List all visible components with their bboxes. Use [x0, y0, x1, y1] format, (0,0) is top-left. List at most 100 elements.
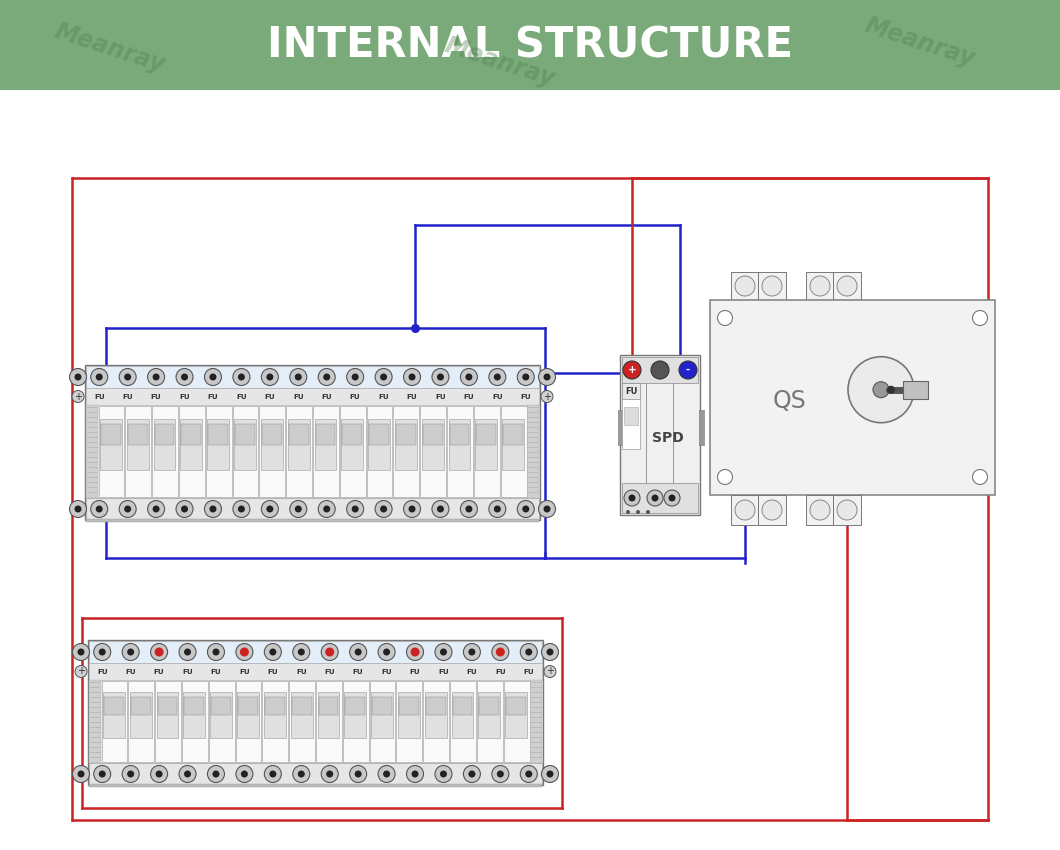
Circle shape: [179, 766, 196, 783]
Circle shape: [523, 506, 529, 513]
Bar: [618, 410, 623, 445]
Bar: [344, 693, 366, 738]
Circle shape: [70, 501, 87, 518]
Circle shape: [122, 643, 139, 660]
Text: Meanray: Meanray: [862, 13, 978, 71]
Text: Meanray: Meanray: [442, 33, 559, 91]
Circle shape: [410, 648, 420, 656]
Circle shape: [489, 501, 506, 518]
Circle shape: [350, 643, 367, 660]
Text: +: +: [628, 365, 636, 375]
Circle shape: [489, 369, 506, 386]
Bar: [125, 406, 152, 497]
Bar: [158, 697, 177, 716]
Circle shape: [124, 506, 131, 513]
Bar: [130, 697, 151, 716]
Circle shape: [153, 506, 160, 513]
Bar: [393, 406, 420, 497]
Circle shape: [269, 649, 277, 655]
Circle shape: [542, 643, 559, 660]
Bar: [710, 300, 995, 495]
Circle shape: [156, 649, 162, 655]
Circle shape: [295, 373, 302, 381]
Circle shape: [298, 770, 305, 778]
Bar: [624, 407, 638, 425]
Bar: [453, 697, 473, 716]
Circle shape: [375, 369, 392, 386]
Circle shape: [77, 649, 85, 655]
Circle shape: [241, 649, 248, 655]
Bar: [699, 410, 704, 445]
Circle shape: [547, 770, 553, 778]
Text: FU: FU: [265, 394, 276, 399]
Circle shape: [407, 766, 424, 783]
Circle shape: [623, 361, 641, 379]
Circle shape: [664, 490, 681, 506]
Text: +: +: [546, 666, 554, 677]
Circle shape: [629, 495, 636, 502]
Bar: [342, 681, 369, 762]
Circle shape: [735, 276, 755, 296]
Circle shape: [176, 369, 193, 386]
Circle shape: [440, 770, 447, 778]
Circle shape: [837, 500, 856, 520]
Bar: [396, 681, 422, 762]
Circle shape: [492, 766, 509, 783]
Circle shape: [127, 770, 135, 778]
Bar: [423, 424, 443, 445]
Circle shape: [237, 506, 245, 513]
Bar: [286, 406, 312, 497]
Circle shape: [463, 643, 480, 660]
Bar: [128, 681, 154, 762]
Circle shape: [321, 766, 338, 783]
Bar: [833, 272, 861, 302]
Text: FU: FU: [208, 394, 218, 399]
Bar: [127, 419, 148, 470]
Circle shape: [264, 643, 281, 660]
Bar: [620, 355, 700, 515]
Bar: [88, 640, 543, 785]
Circle shape: [326, 770, 333, 778]
Circle shape: [526, 770, 532, 778]
Circle shape: [181, 506, 188, 513]
Bar: [288, 424, 308, 445]
Circle shape: [837, 276, 856, 296]
Circle shape: [407, 643, 424, 660]
Text: FU: FU: [182, 668, 193, 675]
Text: FU: FU: [267, 668, 278, 675]
Circle shape: [432, 369, 449, 386]
Bar: [210, 693, 232, 738]
Bar: [477, 681, 502, 762]
Bar: [260, 406, 285, 497]
Circle shape: [411, 649, 419, 655]
Bar: [370, 681, 395, 762]
Circle shape: [72, 643, 89, 660]
Circle shape: [179, 643, 196, 660]
Circle shape: [147, 501, 164, 518]
Text: FU: FU: [492, 394, 502, 399]
Bar: [422, 419, 443, 470]
Bar: [154, 419, 176, 470]
Text: FU: FU: [350, 394, 360, 399]
Circle shape: [323, 506, 331, 513]
Bar: [318, 693, 339, 738]
Circle shape: [460, 501, 477, 518]
Bar: [426, 697, 445, 716]
Bar: [346, 697, 365, 716]
Text: FU: FU: [151, 394, 161, 399]
Text: FU: FU: [353, 668, 364, 675]
Circle shape: [437, 506, 444, 513]
Circle shape: [318, 369, 335, 386]
Circle shape: [494, 506, 500, 513]
Bar: [89, 663, 542, 680]
Circle shape: [465, 506, 473, 513]
Bar: [86, 366, 538, 388]
Circle shape: [541, 390, 553, 403]
Text: +: +: [74, 392, 82, 401]
Circle shape: [99, 649, 106, 655]
Text: +: +: [77, 666, 85, 677]
Circle shape: [70, 369, 87, 386]
Text: FU: FU: [154, 668, 164, 675]
Bar: [235, 681, 262, 762]
Bar: [181, 424, 201, 445]
